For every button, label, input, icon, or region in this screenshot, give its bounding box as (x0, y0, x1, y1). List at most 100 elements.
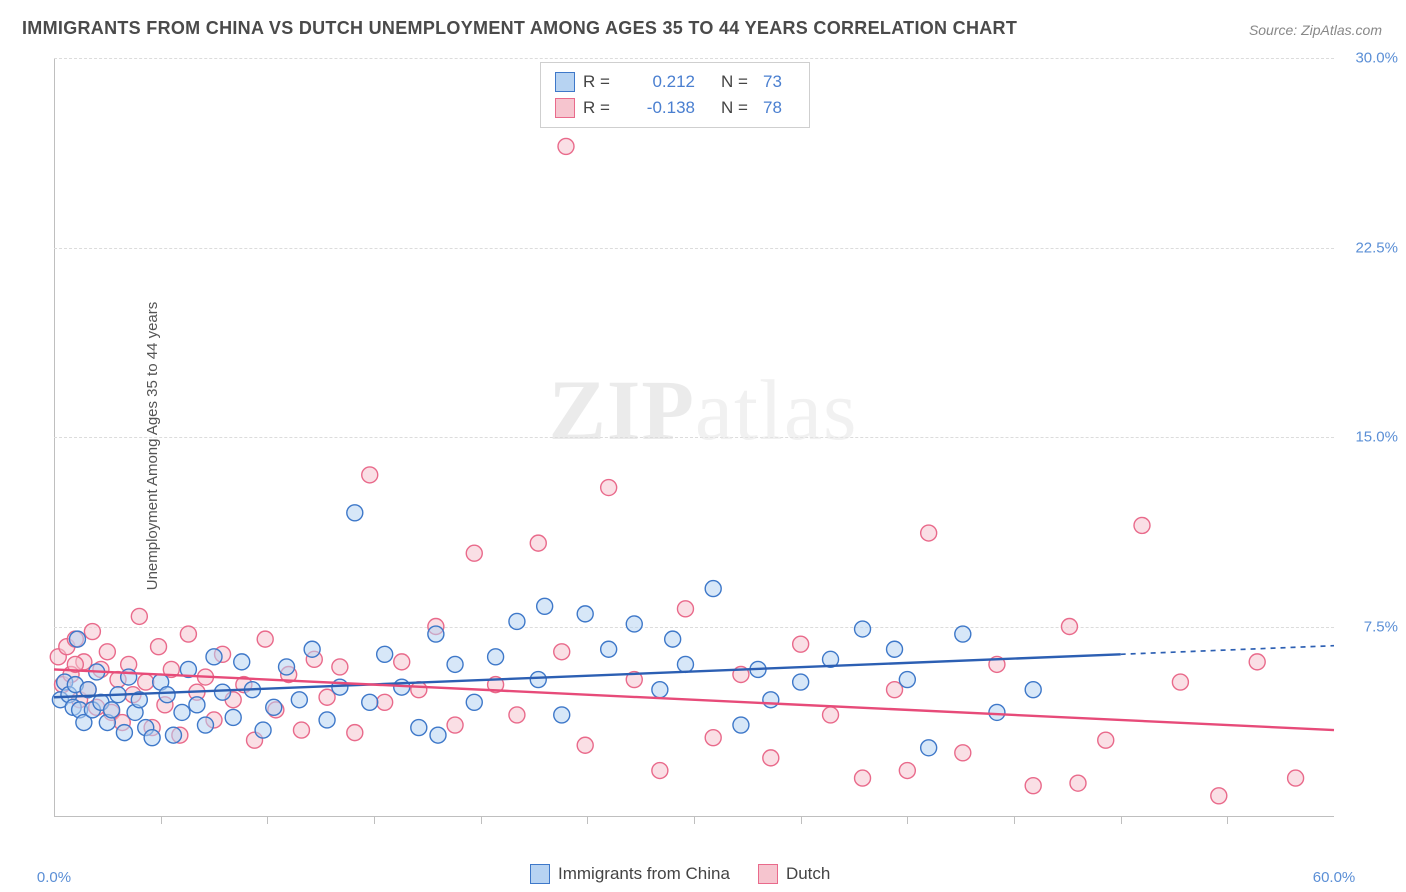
scatter-point (763, 692, 779, 708)
scatter-point (1288, 770, 1304, 786)
legend-row-series1: R = 0.212 N = 73 (555, 69, 795, 95)
legend-correlation: R = 0.212 N = 73 R = -0.138 N = 78 (540, 62, 810, 128)
scatter-point (377, 646, 393, 662)
scatter-point (530, 672, 546, 688)
scatter-point (174, 704, 190, 720)
scatter-point (151, 639, 167, 655)
scatter-point (899, 672, 915, 688)
scatter-point (705, 730, 721, 746)
legend-label-1: Immigrants from China (558, 864, 730, 884)
scatter-point (362, 694, 378, 710)
scatter-point (577, 606, 593, 622)
x-tick (1121, 816, 1122, 824)
legend-row-series2: R = -0.138 N = 78 (555, 95, 795, 121)
scatter-point (197, 717, 213, 733)
scatter-point (652, 682, 668, 698)
scatter-point (159, 687, 175, 703)
scatter-point (652, 763, 668, 779)
scatter-point (266, 699, 282, 715)
scatter-point (215, 684, 231, 700)
chart-title: IMMIGRANTS FROM CHINA VS DUTCH UNEMPLOYM… (22, 18, 1017, 39)
scatter-point (234, 654, 250, 670)
scatter-point (677, 656, 693, 672)
scatter-point (855, 621, 871, 637)
scatter-point (763, 750, 779, 766)
scatter-point (447, 656, 463, 672)
scatter-point (377, 694, 393, 710)
scatter-point (131, 608, 147, 624)
legend-label-2: Dutch (786, 864, 830, 884)
scatter-point (921, 525, 937, 541)
scatter-point (255, 722, 271, 738)
scatter-point (121, 669, 137, 685)
scatter-point (577, 737, 593, 753)
x-tick (374, 816, 375, 824)
scatter-point (1098, 732, 1114, 748)
scatter-point (411, 720, 427, 736)
scatter-point (955, 626, 971, 642)
source-credit: Source: ZipAtlas.com (1249, 22, 1382, 38)
r-value-1: 0.212 (625, 72, 695, 92)
swatch-series2 (555, 98, 575, 118)
scatter-point (601, 480, 617, 496)
source-link[interactable]: ZipAtlas.com (1301, 22, 1382, 38)
scatter-point (104, 702, 120, 718)
swatch-bottom-2 (758, 864, 778, 884)
scatter-point (225, 709, 241, 725)
y-tick-label: 7.5% (1364, 618, 1398, 635)
x-tick (694, 816, 695, 824)
swatch-series1 (555, 72, 575, 92)
scatter-point (705, 581, 721, 597)
r-label-2: R = (583, 98, 617, 118)
x-tick (907, 816, 908, 824)
scatter-point (84, 624, 100, 640)
plot-area (54, 58, 1334, 816)
legend-series: Immigrants from China Dutch (530, 864, 830, 884)
scatter-point (257, 631, 273, 647)
scatter-point (677, 601, 693, 617)
scatter-point (319, 712, 335, 728)
scatter-point (855, 770, 871, 786)
x-tick-max: 60.0% (1313, 869, 1356, 886)
scatter-point (394, 654, 410, 670)
scatter-point (1211, 788, 1227, 804)
scatter-point (989, 704, 1005, 720)
scatter-point (428, 626, 444, 642)
scatter-point (138, 674, 154, 690)
y-tick-label: 22.5% (1355, 239, 1398, 256)
scatter-point (733, 717, 749, 733)
scatter-point (69, 631, 85, 647)
scatter-point (1025, 778, 1041, 794)
y-tick-label: 15.0% (1355, 429, 1398, 446)
scatter-point (921, 740, 937, 756)
n-label-2: N = (721, 98, 755, 118)
scatter-point (509, 613, 525, 629)
scatter-point (793, 674, 809, 690)
x-tick-min: 0.0% (37, 869, 71, 886)
scatter-point (116, 725, 132, 741)
scatter-point (347, 725, 363, 741)
scatter-point (1134, 517, 1150, 533)
scatter-point (823, 707, 839, 723)
scatter-point (293, 722, 309, 738)
scatter-point (180, 626, 196, 642)
scatter-point (279, 659, 295, 675)
x-tick (1014, 816, 1015, 824)
scatter-point (1172, 674, 1188, 690)
scatter-point (665, 631, 681, 647)
r-value-2: -0.138 (625, 98, 695, 118)
scatter-point (362, 467, 378, 483)
trend-line-extrapolated (1121, 646, 1334, 655)
scatter-point (332, 659, 348, 675)
x-tick (801, 816, 802, 824)
scatter-point (554, 644, 570, 660)
r-label-1: R = (583, 72, 617, 92)
x-tick (481, 816, 482, 824)
x-tick (161, 816, 162, 824)
source-prefix: Source: (1249, 22, 1301, 38)
x-tick (587, 816, 588, 824)
legend-item-1: Immigrants from China (530, 864, 730, 884)
scatter-point (530, 535, 546, 551)
scatter-point (558, 138, 574, 154)
scatter-point (899, 763, 915, 779)
